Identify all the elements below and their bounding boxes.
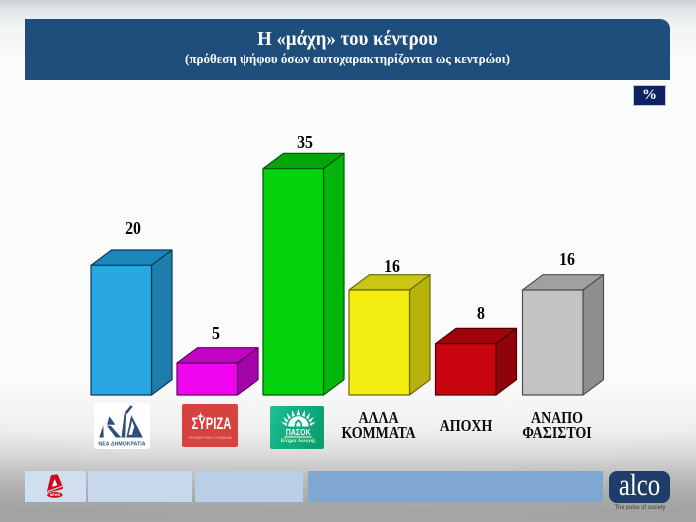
svg-text:ΝΕΑ ΔΗΜΟΚΡΑΤΙΑ: ΝΕΑ ΔΗΜΟΚΡΑΤΙΑ [98,441,145,447]
svg-text:NEWS: NEWS [50,493,61,497]
svg-text:ΠΑΣΟΚ: ΠΑΣΟΚ [286,428,311,438]
svg-text:Κίνημα Αλλαγής: Κίνημα Αλλαγής [280,437,317,444]
